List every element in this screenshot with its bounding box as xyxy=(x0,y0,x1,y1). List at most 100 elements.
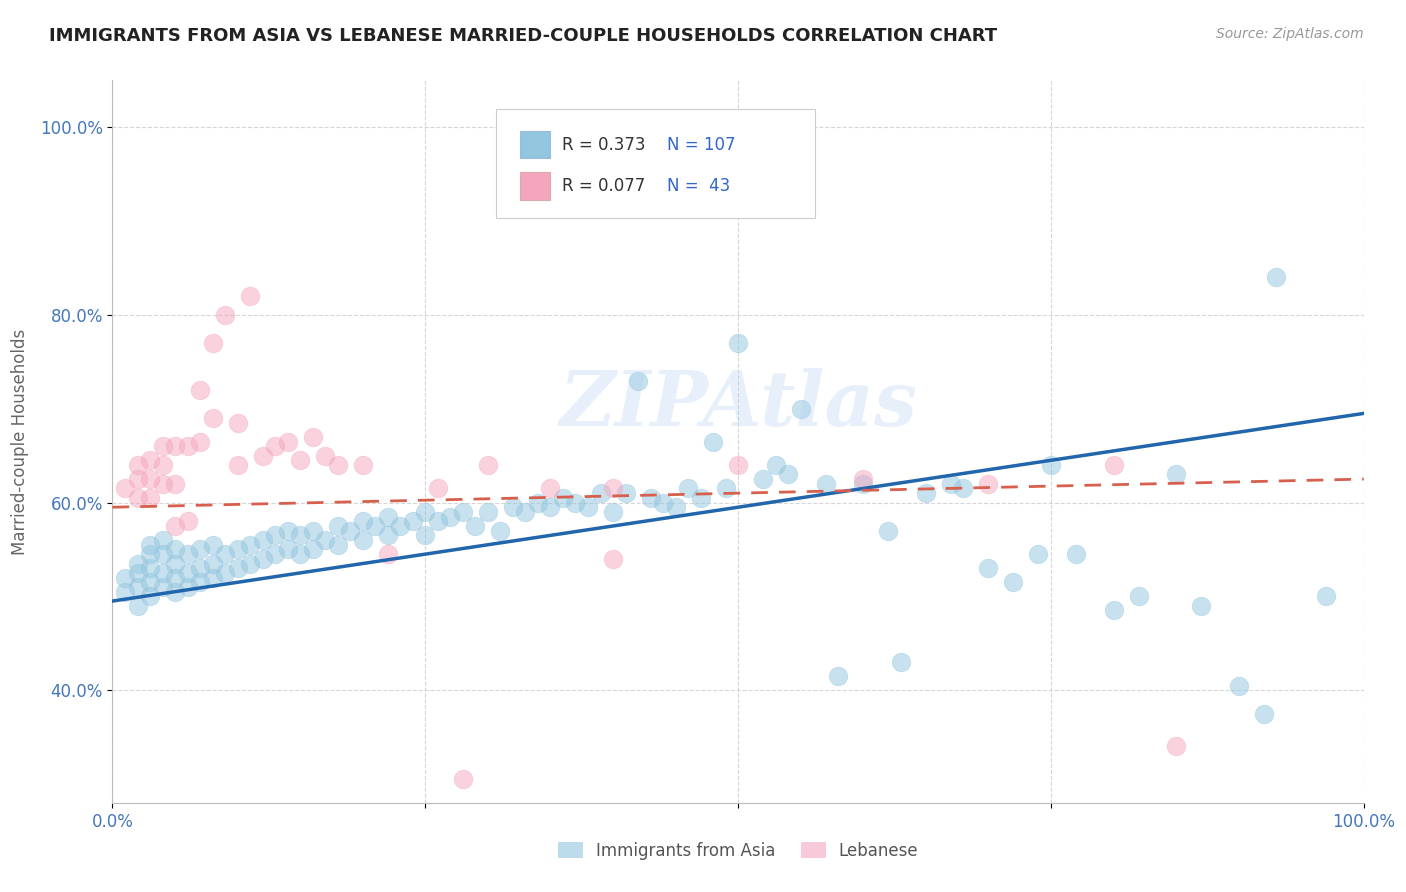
Y-axis label: Married-couple Households: Married-couple Households xyxy=(11,328,28,555)
Point xyxy=(977,476,1000,491)
Point xyxy=(464,519,486,533)
Point xyxy=(852,472,875,486)
Point xyxy=(1164,467,1187,482)
Point xyxy=(765,458,787,472)
Text: N = 107: N = 107 xyxy=(668,136,735,153)
Point xyxy=(664,500,686,515)
Point xyxy=(176,514,198,528)
Text: N =  43: N = 43 xyxy=(668,178,730,195)
Point xyxy=(201,411,224,425)
Point xyxy=(1227,679,1250,693)
Point xyxy=(201,336,224,351)
Point xyxy=(602,551,624,566)
Point xyxy=(290,547,312,561)
Point xyxy=(163,519,186,533)
Point xyxy=(877,524,900,538)
Point xyxy=(152,533,174,547)
Point xyxy=(377,547,399,561)
Point xyxy=(163,571,186,585)
Point xyxy=(689,491,711,505)
Point xyxy=(163,557,186,571)
Text: IMMIGRANTS FROM ASIA VS LEBANESE MARRIED-COUPLE HOUSEHOLDS CORRELATION CHART: IMMIGRANTS FROM ASIA VS LEBANESE MARRIED… xyxy=(49,27,997,45)
Point xyxy=(252,533,274,547)
Point xyxy=(477,458,499,472)
Point xyxy=(214,566,236,580)
Point xyxy=(152,476,174,491)
Point xyxy=(252,449,274,463)
Point xyxy=(214,308,236,322)
Point xyxy=(127,458,149,472)
Point xyxy=(152,547,174,561)
Point xyxy=(952,482,974,496)
Point xyxy=(426,514,449,528)
Point xyxy=(652,495,675,509)
Point xyxy=(239,538,262,552)
Point xyxy=(413,528,436,542)
Point xyxy=(1039,458,1063,472)
Point xyxy=(727,458,749,472)
Point xyxy=(163,584,186,599)
Point xyxy=(139,575,162,590)
Point xyxy=(1064,547,1087,561)
Point xyxy=(127,599,149,613)
Point xyxy=(152,439,174,453)
Point xyxy=(364,519,387,533)
Point xyxy=(163,476,186,491)
Point xyxy=(564,495,586,509)
Point xyxy=(139,453,162,467)
Point xyxy=(139,491,162,505)
Point xyxy=(201,538,224,552)
Point xyxy=(301,542,323,557)
Point xyxy=(301,524,323,538)
Point xyxy=(277,542,299,557)
Point xyxy=(277,434,299,449)
Point xyxy=(127,580,149,594)
Point xyxy=(352,533,374,547)
Point xyxy=(714,482,737,496)
Point xyxy=(627,374,650,388)
Point xyxy=(290,453,312,467)
Point xyxy=(114,571,136,585)
Point xyxy=(377,528,399,542)
Point xyxy=(1102,603,1125,617)
Point xyxy=(352,514,374,528)
Point xyxy=(1315,590,1337,604)
Point xyxy=(640,491,662,505)
Point xyxy=(551,491,574,505)
Point xyxy=(778,467,800,482)
Point xyxy=(176,547,198,561)
Point xyxy=(827,669,849,683)
Point xyxy=(188,434,211,449)
Point xyxy=(790,401,813,416)
Point xyxy=(114,584,136,599)
Point xyxy=(163,542,186,557)
Point xyxy=(451,505,474,519)
Point xyxy=(602,482,624,496)
Point xyxy=(314,449,336,463)
Point xyxy=(252,551,274,566)
Point xyxy=(538,482,561,496)
Point xyxy=(176,566,198,580)
Point xyxy=(239,557,262,571)
Point xyxy=(352,458,374,472)
Point xyxy=(127,472,149,486)
Point xyxy=(538,500,561,515)
Point xyxy=(977,561,1000,575)
Text: R = 0.077: R = 0.077 xyxy=(562,178,645,195)
Point xyxy=(1189,599,1212,613)
Text: Source: ZipAtlas.com: Source: ZipAtlas.com xyxy=(1216,27,1364,41)
Point xyxy=(326,458,349,472)
Point xyxy=(152,458,174,472)
Point xyxy=(239,289,262,303)
Point xyxy=(413,505,436,519)
Point xyxy=(502,500,524,515)
Point xyxy=(114,482,136,496)
Point xyxy=(163,439,186,453)
Point xyxy=(377,509,399,524)
Point xyxy=(264,547,287,561)
Point xyxy=(676,482,699,496)
Text: R = 0.373: R = 0.373 xyxy=(562,136,645,153)
Point xyxy=(314,533,336,547)
Point xyxy=(1253,706,1275,721)
Point xyxy=(214,547,236,561)
